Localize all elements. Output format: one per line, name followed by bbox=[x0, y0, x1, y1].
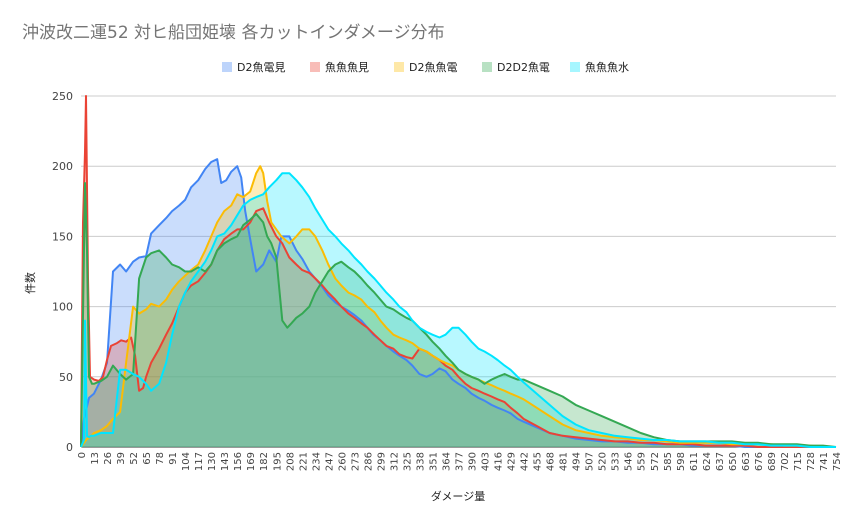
x-tick-label: 520 bbox=[598, 452, 609, 471]
y-tick-label: 50 bbox=[59, 371, 73, 384]
x-tick-label: 494 bbox=[572, 452, 583, 471]
x-tick-label: 325 bbox=[402, 452, 413, 471]
x-tick-label: 455 bbox=[533, 452, 544, 471]
x-tick-label: 195 bbox=[272, 452, 283, 471]
x-tick-label: 442 bbox=[520, 452, 531, 471]
legend-label: D2魚電見 bbox=[237, 61, 285, 74]
y-tick-label: 200 bbox=[52, 160, 73, 173]
x-tick-label: 182 bbox=[259, 452, 270, 471]
x-tick-label: 169 bbox=[246, 452, 257, 471]
x-tick-label: 637 bbox=[715, 452, 726, 471]
legend-label: 魚魚魚見 bbox=[325, 61, 369, 74]
series-area-3 bbox=[81, 183, 836, 447]
x-tick-label: 260 bbox=[337, 452, 348, 471]
x-tick-label: 312 bbox=[389, 452, 400, 471]
x-tick-label: 273 bbox=[350, 452, 361, 471]
x-tick-label: 728 bbox=[806, 452, 817, 471]
series-line-1 bbox=[80, 95, 836, 448]
series-line-4 bbox=[80, 172, 836, 448]
x-tick-label: 754 bbox=[832, 452, 843, 471]
x-tick-label: 377 bbox=[455, 452, 466, 471]
x-tick-label: 26 bbox=[103, 452, 114, 465]
legend-swatch bbox=[310, 62, 320, 72]
x-tick-label: 65 bbox=[142, 452, 153, 465]
x-tick-label: 104 bbox=[181, 452, 192, 471]
legend-swatch bbox=[394, 62, 404, 72]
legend-label: 魚魚魚水 bbox=[585, 61, 629, 74]
legend-swatch bbox=[222, 62, 232, 72]
x-tick-label: 286 bbox=[363, 452, 374, 471]
legend-label: D2魚魚電 bbox=[409, 61, 457, 74]
x-tick-label: 481 bbox=[559, 452, 570, 471]
x-tick-label: 624 bbox=[702, 452, 713, 471]
x-tick-label: 247 bbox=[324, 452, 335, 471]
x-tick-label: 208 bbox=[285, 452, 296, 471]
x-tick-label: 299 bbox=[376, 452, 387, 471]
series-line-3 bbox=[80, 182, 837, 448]
x-tick-label: 533 bbox=[611, 452, 622, 471]
area-layer bbox=[81, 96, 836, 447]
x-tick-label: 221 bbox=[298, 452, 309, 471]
series-area-1 bbox=[81, 96, 836, 447]
line-layer bbox=[80, 95, 837, 448]
y-tick-label: 100 bbox=[52, 301, 73, 314]
x-tick-label: 585 bbox=[663, 452, 674, 471]
x-tick-label: 741 bbox=[819, 452, 830, 471]
x-tick-label: 598 bbox=[676, 452, 687, 471]
x-tick-label: 39 bbox=[116, 452, 127, 465]
x-tick-label: 572 bbox=[650, 452, 661, 471]
x-tick-label: 702 bbox=[780, 452, 791, 471]
x-tick-label: 390 bbox=[468, 452, 479, 471]
x-tick-label: 234 bbox=[311, 452, 322, 471]
y-axis-title: 件数 bbox=[24, 272, 37, 294]
x-tick-label: 403 bbox=[481, 452, 492, 471]
x-tick-label: 78 bbox=[155, 452, 166, 465]
x-tick-label: 429 bbox=[507, 452, 518, 471]
x-tick-label: 611 bbox=[689, 452, 700, 471]
y-tick-label: 150 bbox=[52, 230, 73, 243]
x-tick-label: 689 bbox=[767, 452, 778, 471]
x-tick-label: 507 bbox=[585, 452, 596, 471]
series-line-2 bbox=[80, 165, 836, 448]
x-tick-label: 364 bbox=[441, 452, 452, 471]
x-tick-label: 13 bbox=[90, 452, 101, 465]
x-tick-label: 650 bbox=[728, 452, 739, 471]
x-tick-label: 351 bbox=[428, 452, 439, 471]
x-tick-label: 156 bbox=[233, 452, 244, 471]
x-tick-label: 676 bbox=[754, 452, 765, 471]
x-tick-label: 338 bbox=[415, 452, 426, 471]
x-tick-label: 117 bbox=[194, 452, 205, 471]
x-tick-label: 663 bbox=[741, 452, 752, 471]
x-tick-label: 130 bbox=[207, 452, 218, 471]
x-tick-label: 468 bbox=[546, 452, 557, 471]
legend-swatch bbox=[570, 62, 580, 72]
legend-swatch bbox=[482, 62, 492, 72]
y-tick-label: 0 bbox=[66, 441, 73, 454]
legend: D2魚電見 魚魚魚見 D2魚魚電 D2D2魚電 魚魚魚水 bbox=[222, 61, 629, 74]
x-tick-label: 416 bbox=[494, 452, 505, 471]
y-tick-label: 250 bbox=[52, 90, 73, 103]
x-tick-label: 0 bbox=[77, 452, 88, 458]
series-area-0 bbox=[81, 159, 836, 447]
x-tick-label: 52 bbox=[129, 452, 140, 465]
x-tick-label: 546 bbox=[624, 452, 635, 471]
x-axis-title: ダメージ量 bbox=[431, 489, 485, 503]
x-tick-label: 559 bbox=[637, 452, 648, 471]
x-tick-label: 91 bbox=[168, 452, 179, 465]
chart-title: 沖波改二運52 対ヒ船団姫壊 各カットインダメージ分布 bbox=[22, 23, 445, 43]
series-area-2 bbox=[81, 166, 836, 447]
legend-label: D2D2魚電 bbox=[497, 61, 550, 74]
x-tick-label: 143 bbox=[220, 452, 231, 471]
x-tick-label: 715 bbox=[793, 452, 804, 471]
